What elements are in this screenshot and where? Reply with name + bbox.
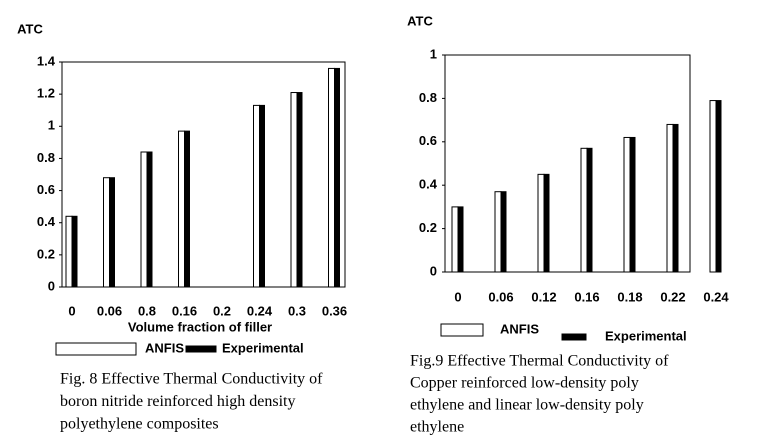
bar: [629, 136, 636, 273]
x-axis-label: Volume fraction of filler: [128, 319, 272, 334]
bar: [500, 191, 507, 273]
bar: [451, 206, 459, 273]
caption: ethylene and linear low-density poly: [410, 397, 644, 414]
y-tick-label: 0.8: [419, 90, 437, 105]
x-tick-label: 0.16: [574, 289, 599, 304]
y-tick-label: 0.4: [419, 177, 438, 192]
y-tick-label: 1.2: [37, 86, 55, 101]
bar: [328, 67, 335, 288]
x-tick-label: 0.36: [322, 303, 347, 318]
x-tick-label: 0.3: [288, 303, 306, 318]
legend-swatch: [55, 342, 137, 356]
caption: Fig.9 Effective Thermal Conductivity of: [410, 353, 669, 370]
legend-swatch: [561, 333, 587, 341]
bar: [178, 130, 185, 288]
x-tick-label: 0: [454, 289, 461, 304]
caption: boron nitride reinforced high density: [60, 393, 296, 410]
bar: [290, 92, 298, 288]
y-tick-label: 0: [48, 278, 55, 293]
bar: [253, 104, 260, 288]
x-tick-label: 0.12: [531, 289, 556, 304]
caption: Fig. 8 Effective Thermal Conductivity of: [60, 371, 323, 388]
legend-label: ANFIS: [500, 321, 539, 336]
x-tick-label: 0.16: [172, 303, 197, 318]
bar: [71, 215, 78, 288]
bar: [103, 177, 110, 288]
x-tick-label: 0.18: [617, 289, 642, 304]
bar: [457, 206, 464, 273]
bar: [334, 67, 340, 288]
y-axis-label: ATC: [407, 13, 433, 28]
y-axis-label: ATC: [17, 21, 43, 36]
bar: [184, 130, 190, 288]
y-tick-label: 1: [48, 118, 55, 133]
bar: [109, 177, 115, 288]
plot-frame: [61, 61, 346, 288]
bar: [709, 100, 717, 273]
bar: [494, 191, 502, 273]
legend-label: Experimental: [605, 328, 687, 343]
y-tick-label: 0: [430, 263, 437, 278]
caption: Copper reinforced low-density poly: [410, 375, 639, 392]
x-tick-label: 0.22: [660, 289, 685, 304]
y-tick-label: 0.4: [37, 214, 56, 229]
bar: [65, 215, 73, 288]
bar: [259, 104, 265, 288]
bar: [586, 147, 593, 273]
plot-frame: [444, 54, 691, 273]
y-tick-label: 0.6: [37, 182, 55, 197]
y-tick-label: 0.6: [419, 133, 437, 148]
bar: [296, 92, 303, 288]
x-tick-label: 0.8: [138, 303, 156, 318]
x-tick-label: 0.06: [97, 303, 122, 318]
x-tick-label: 0: [68, 303, 75, 318]
bar: [715, 100, 722, 273]
y-tick-label: 0.2: [419, 220, 437, 235]
legend-swatch: [185, 345, 217, 353]
bar: [537, 173, 545, 273]
x-tick-label: 0.24: [703, 289, 729, 304]
bar: [666, 123, 674, 273]
bar: [543, 173, 550, 273]
bar: [140, 151, 148, 288]
caption: polyethylene composites: [60, 416, 219, 433]
x-tick-label: 0.06: [488, 289, 513, 304]
bar: [146, 151, 153, 288]
bar: [580, 147, 588, 273]
y-tick-label: 0.2: [37, 246, 55, 261]
caption: ethylene: [410, 419, 464, 436]
bar: [623, 136, 631, 273]
legend-label: Experimental: [222, 340, 304, 355]
legend-label: ANFIS: [145, 340, 184, 355]
legend-swatch: [440, 323, 484, 337]
y-tick-label: 1.4: [37, 53, 56, 68]
bar: [672, 123, 679, 273]
y-tick-label: 0.8: [37, 150, 55, 165]
x-tick-label: 0.2: [213, 303, 231, 318]
x-tick-label: 0.24: [247, 303, 273, 318]
y-tick-label: 1: [430, 46, 437, 61]
